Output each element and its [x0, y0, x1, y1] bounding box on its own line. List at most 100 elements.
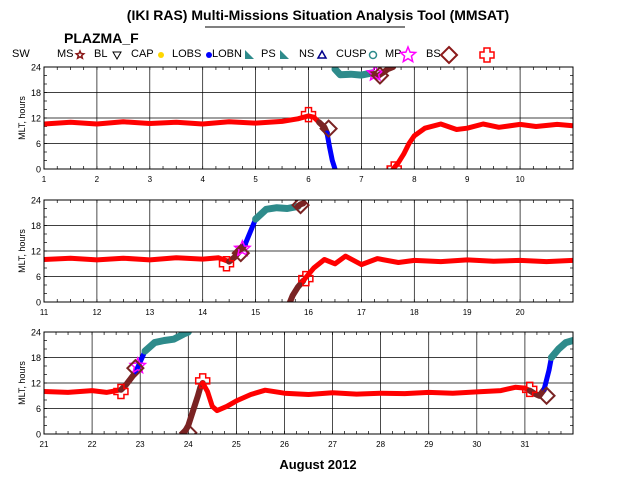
panel-frame [43, 199, 574, 303]
series-sw [300, 253, 573, 284]
x-tick-label: 20 [516, 308, 525, 317]
legend-item-mp: MP [385, 45, 418, 64]
series-ps [547, 337, 573, 361]
x-tick-label: 24 [184, 440, 193, 449]
y-axis-label: MLT, hours [17, 229, 27, 273]
y-tick-label: 6 [36, 272, 41, 282]
legend-item-sw-crossing [479, 47, 495, 63]
legend-marker [368, 50, 378, 60]
sw-crossing-marker [113, 383, 129, 400]
y-tick-label: 6 [36, 139, 41, 149]
legend-label: NS [299, 48, 314, 60]
y-tick-label: 6 [36, 404, 41, 414]
series-ms [369, 67, 397, 80]
x-tick-label: 23 [136, 440, 145, 449]
x-tick-label: 2 [95, 175, 100, 184]
legend-label: CUSP [336, 48, 367, 60]
y-tick-label: 0 [36, 298, 41, 308]
legend-item-lobs: LOBS [172, 48, 212, 60]
bs-crossing-marker [231, 243, 251, 263]
x-tick-label: 7 [359, 175, 364, 184]
y-tick-label: 24 [31, 63, 41, 73]
legend-marker [398, 45, 418, 64]
bs-crossing-marker [537, 386, 556, 406]
series-ms [180, 380, 206, 434]
bs-crossing-marker [291, 200, 310, 215]
figure-title: (IKI RAS) Multi-Missions Situation Analy… [127, 7, 509, 23]
series-sw [44, 255, 232, 265]
y-axis-label: MLT, hours [17, 96, 27, 140]
x-tick-label: 15 [251, 308, 260, 317]
mp-crossing-marker [365, 67, 385, 82]
x-tick-label: 16 [304, 308, 313, 317]
legend: SW MS BL CAP LOBS LOBN PS NS CUSP MP BS [12, 45, 495, 65]
legend-item-sw: SW [12, 48, 30, 60]
legend-item-ns: NS [299, 48, 328, 60]
x-tick-label: 10 [516, 175, 525, 184]
legend-label: BL [94, 48, 107, 60]
x-tick-label: 3 [148, 175, 153, 184]
legend-marker [112, 51, 122, 61]
x-tick-label: 12 [92, 308, 101, 317]
series-ms [294, 200, 307, 210]
legend-label: BS [426, 48, 441, 60]
series-sw [44, 113, 327, 130]
legend-item-bs: BS [426, 45, 459, 65]
mp-crossing-marker [232, 238, 252, 257]
data-layer [44, 200, 573, 302]
sw-crossing-marker [298, 270, 314, 287]
y-tick-label: 18 [31, 221, 41, 231]
bs-crossing-marker [319, 119, 339, 139]
x-tick-label: 28 [376, 440, 385, 449]
series-sw [200, 380, 533, 414]
x-tick-label: 22 [88, 440, 97, 449]
legend-item-cap: CAP [131, 48, 164, 60]
y-axis-label: MLT, hours [17, 361, 27, 405]
series-ms [287, 277, 307, 302]
x-tick-label: 8 [412, 175, 417, 184]
y-tick-label: 0 [36, 430, 41, 440]
legend-label: LOBN [212, 48, 242, 60]
legend-marker [74, 49, 86, 60]
series-lobs [242, 216, 259, 248]
x-tick-label: 6 [306, 175, 311, 184]
x-tick-label: 26 [280, 440, 289, 449]
bs-crossing-marker [370, 67, 390, 85]
legend-marker [206, 52, 212, 58]
x-tick-label: 27 [328, 440, 337, 449]
series-ps [252, 202, 302, 223]
x-tick-label: 18 [410, 308, 419, 317]
mission-label: PLAZMA_F [64, 30, 139, 46]
legend-label: CAP [131, 48, 154, 60]
y-tick-label: 18 [31, 88, 41, 98]
series-lobs [132, 348, 148, 375]
panel-2: 11 12 13 14 15 16 17 18 19 20 0 6 12 18 24 MLT, hours [17, 196, 574, 317]
x-tick-label: 13 [145, 308, 154, 317]
y-tick-label: 18 [31, 353, 41, 363]
data-layer [44, 332, 573, 434]
series-sw [44, 387, 124, 395]
panel-3: 21 22 23 24 25 26 27 28 29 30 31 0 6 12 18 24 MLT, hours [17, 328, 574, 449]
legend-item-bl: BL [94, 48, 122, 61]
y-tick-label: 12 [31, 247, 41, 257]
sw-crossing-marker [521, 381, 538, 398]
x-tick-label: 14 [198, 308, 207, 317]
x-tick-label: 11 [40, 308, 49, 317]
y-tick-label: 12 [31, 114, 41, 124]
x-tick-label: 21 [40, 440, 49, 449]
legend-label: SW [12, 48, 30, 60]
x-tick-label: 29 [424, 440, 433, 449]
bs-crossing-marker [125, 358, 145, 378]
y-tick-label: 0 [36, 165, 41, 175]
legend-item-ps: PS [261, 48, 289, 60]
legend-label: MP [385, 48, 402, 60]
data-layer [44, 67, 573, 169]
legend-item-lobn: LOBN [212, 48, 254, 60]
x-tick-label: 4 [200, 175, 205, 184]
legend-label: MS [57, 48, 74, 60]
legend-marker [245, 50, 254, 59]
x-tick-label: 30 [472, 440, 481, 449]
